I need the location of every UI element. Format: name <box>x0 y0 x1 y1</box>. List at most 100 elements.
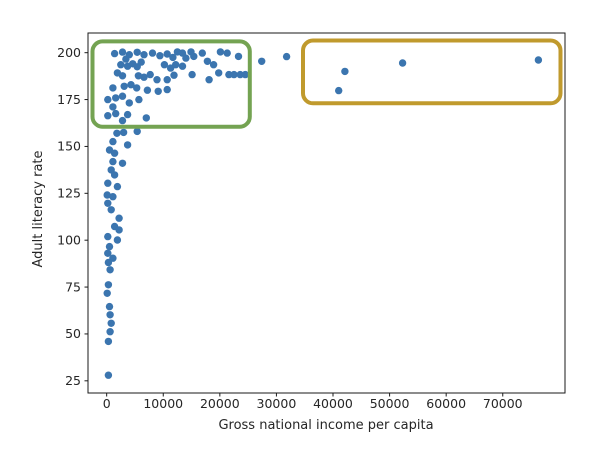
y-tick-label: 200 <box>57 45 81 60</box>
data-point <box>110 149 119 157</box>
data-point <box>205 76 213 84</box>
data-point <box>112 94 120 102</box>
y-tick-label: 50 <box>65 326 81 341</box>
data-point <box>146 70 154 79</box>
data-point <box>230 70 238 79</box>
data-point <box>104 249 112 257</box>
data-point <box>109 193 117 201</box>
data-point <box>117 60 125 69</box>
data-point <box>135 95 143 104</box>
data-point <box>142 114 150 122</box>
data-point <box>104 95 112 104</box>
data-point <box>120 82 128 91</box>
data-point <box>112 109 120 118</box>
x-tick-label: 30000 <box>257 396 297 411</box>
data-point <box>109 103 117 111</box>
data-point <box>113 182 122 191</box>
data-point <box>234 52 243 61</box>
data-point <box>335 86 343 95</box>
data-point <box>109 84 117 92</box>
data-point <box>182 54 190 62</box>
annotation-boxes-group <box>90 38 563 129</box>
data-point <box>118 72 127 80</box>
data-point <box>148 49 157 57</box>
data-point <box>163 50 171 58</box>
data-point <box>115 226 123 234</box>
plot-frame <box>87 32 566 394</box>
x-tick-label: 70000 <box>483 396 523 411</box>
gold-highlight-box <box>301 38 563 106</box>
data-point <box>225 70 233 79</box>
data-point <box>104 281 113 289</box>
data-point <box>172 60 180 69</box>
green-highlight-box <box>90 39 252 129</box>
data-point <box>113 236 122 244</box>
data-point <box>140 51 148 59</box>
y-tick-label: 175 <box>57 92 81 107</box>
data-point <box>104 258 113 267</box>
data-point <box>106 328 114 336</box>
data-point <box>160 60 169 69</box>
data-point <box>107 206 115 214</box>
y-tick-label: 150 <box>57 139 81 154</box>
data-point <box>163 85 171 94</box>
data-point <box>137 58 145 66</box>
data-point <box>163 76 171 84</box>
y-tick-label: 125 <box>57 186 81 201</box>
data-point <box>106 266 114 274</box>
scatter-points-group <box>103 48 543 379</box>
data-point <box>110 49 119 58</box>
data-point <box>122 55 130 63</box>
data-point <box>113 129 121 137</box>
data-point <box>216 48 225 56</box>
data-point <box>104 112 112 120</box>
data-point <box>103 289 111 297</box>
data-point <box>188 70 196 79</box>
data-point <box>178 62 187 70</box>
data-point <box>169 53 177 62</box>
data-point <box>156 52 164 60</box>
data-point <box>215 69 223 77</box>
x-tick-label: 40000 <box>313 396 353 411</box>
data-point <box>133 84 141 92</box>
data-point <box>143 86 152 94</box>
data-point <box>123 141 132 149</box>
x-tick-label: 0 <box>103 396 111 411</box>
data-point <box>105 242 114 251</box>
data-point <box>104 337 113 346</box>
data-point <box>140 73 148 81</box>
data-point <box>133 127 141 136</box>
data-point <box>123 110 132 119</box>
y-tick-label: 100 <box>57 232 81 247</box>
x-axis-label: Gross national income per capita <box>218 418 433 433</box>
data-point <box>104 232 112 241</box>
data-point <box>127 81 135 89</box>
data-point <box>258 57 266 65</box>
x-tick-label: 20000 <box>200 396 240 411</box>
data-point <box>119 128 128 137</box>
y-tick-label: 75 <box>65 279 81 294</box>
data-point <box>125 99 133 107</box>
data-point <box>198 49 206 57</box>
data-point <box>153 76 161 84</box>
data-point <box>133 48 141 56</box>
x-tick-label: 50000 <box>370 396 410 411</box>
data-point <box>209 60 218 69</box>
data-point <box>170 71 178 79</box>
data-point <box>398 59 407 67</box>
data-point <box>105 302 114 311</box>
data-point <box>154 87 162 96</box>
data-point <box>103 191 111 199</box>
data-point <box>341 67 349 76</box>
data-point <box>534 56 543 64</box>
data-point <box>236 70 244 79</box>
data-point <box>107 319 115 327</box>
data-point <box>118 48 127 56</box>
x-axis-ticks: 0 10000 20000 30000 40000 50000 60000 70000 <box>103 393 523 411</box>
data-point <box>134 72 143 80</box>
data-point <box>203 57 212 65</box>
data-point <box>104 179 112 187</box>
y-axis-label: Adult literacy rate <box>31 150 46 267</box>
